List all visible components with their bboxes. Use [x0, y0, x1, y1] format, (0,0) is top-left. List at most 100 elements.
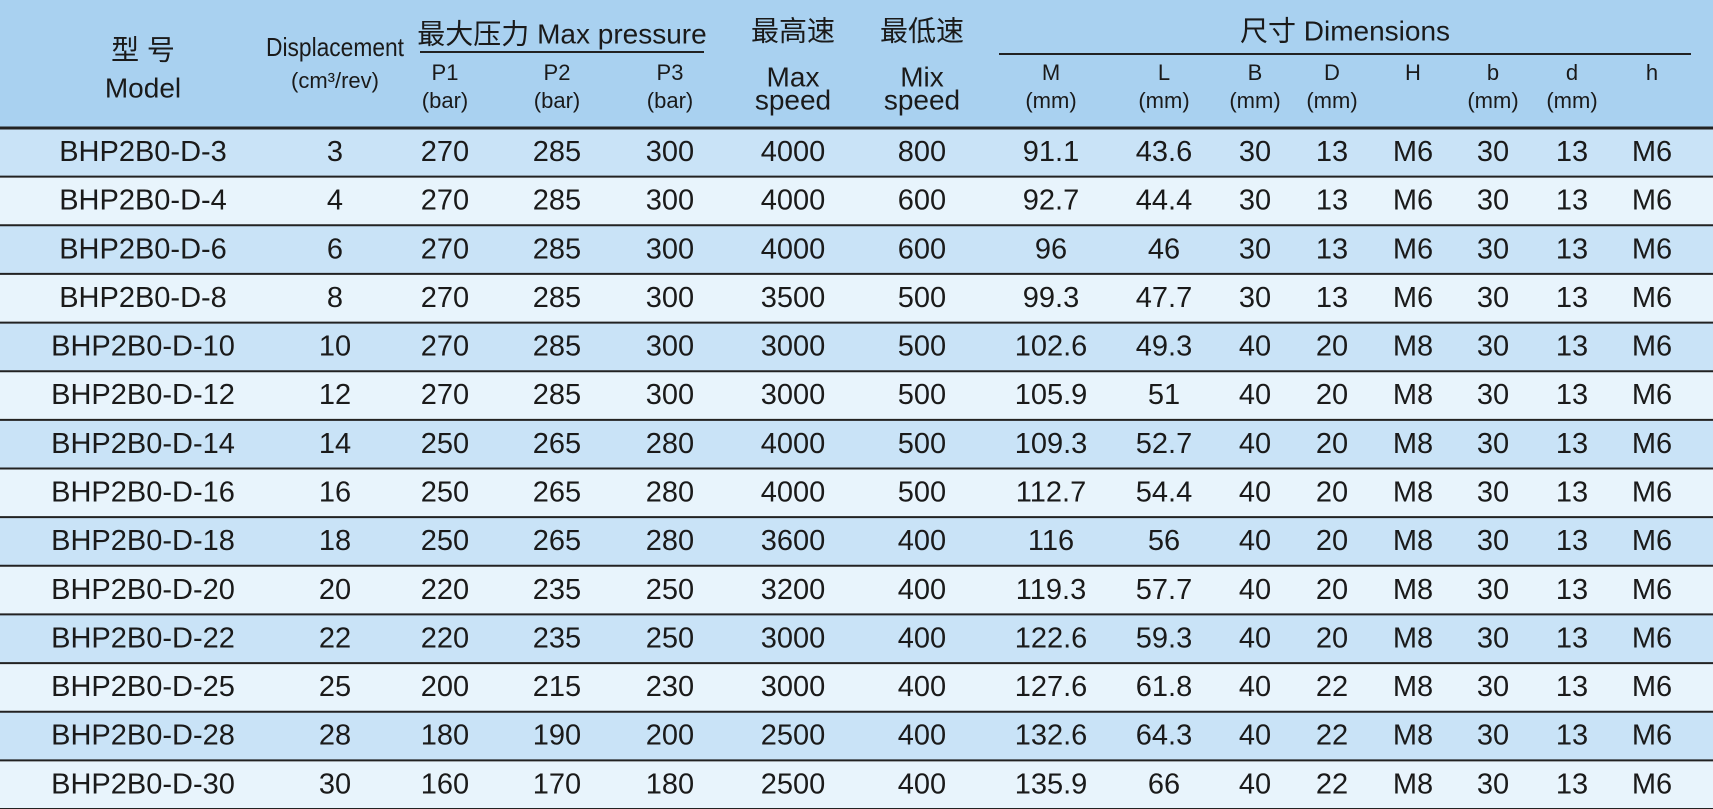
cell: 61.8 [1136, 671, 1192, 703]
cell: BHP2B0-D-12 [51, 379, 235, 411]
cell: 400 [898, 574, 946, 606]
cell: 3200 [761, 574, 826, 606]
cell: 220 [421, 622, 469, 654]
cell: 20 [1316, 574, 1348, 606]
cell: 3000 [761, 622, 826, 654]
cell: 400 [898, 671, 946, 703]
column-name: b [1487, 60, 1499, 85]
column-name: M [1042, 60, 1060, 85]
cell: 250 [421, 525, 469, 557]
row-background [0, 517, 1713, 566]
cell: 270 [421, 282, 469, 314]
cell: 400 [898, 720, 946, 752]
cell: M6 [1393, 233, 1433, 265]
cell: 30 [1477, 379, 1509, 411]
cell: 500 [898, 379, 946, 411]
cell: 54.4 [1136, 476, 1192, 508]
cell: 180 [421, 720, 469, 752]
cell: 40 [1239, 525, 1271, 557]
cell: 8 [327, 282, 343, 314]
cell: 300 [646, 136, 694, 168]
cell: 13 [1556, 525, 1588, 557]
cell: 280 [646, 476, 694, 508]
cell: 20 [1316, 622, 1348, 654]
cell: BHP2B0-D-6 [59, 233, 227, 265]
cell: 127.6 [1015, 671, 1088, 703]
cell: M6 [1393, 185, 1433, 217]
column-name: H [1405, 60, 1421, 85]
cell: 160 [421, 768, 469, 800]
cell: 3 [327, 136, 343, 168]
cell: BHP2B0-D-4 [59, 185, 227, 217]
cell: 13 [1556, 282, 1588, 314]
cell: 30 [1477, 525, 1509, 557]
cell: 40 [1239, 768, 1271, 800]
cell: 270 [421, 233, 469, 265]
cell: BHP2B0-D-20 [51, 574, 235, 606]
cell: 119.3 [1016, 574, 1086, 606]
cell: 13 [1556, 185, 1588, 217]
cell: 300 [646, 331, 694, 363]
cell: 300 [646, 233, 694, 265]
cell: 20 [319, 574, 351, 606]
column-name: B [1248, 60, 1263, 85]
cell: M6 [1632, 768, 1672, 800]
cell: BHP2B0-D-3 [59, 136, 227, 168]
cell: M6 [1632, 525, 1672, 557]
cell: 235 [533, 622, 581, 654]
min-speed-en: Mix [900, 61, 944, 92]
cell: 265 [533, 525, 581, 557]
cell: 30 [1477, 671, 1509, 703]
cell: 270 [421, 136, 469, 168]
cell: M6 [1393, 136, 1433, 168]
row-background [0, 468, 1713, 518]
model-zh: 型 号 [111, 34, 175, 65]
cell: 116 [1028, 525, 1074, 557]
cell: 22 [1316, 671, 1348, 703]
cell: 500 [898, 428, 946, 460]
cell: M8 [1393, 720, 1433, 752]
cell: 285 [533, 379, 581, 411]
cell: 40 [1239, 428, 1271, 460]
cell: M8 [1393, 768, 1433, 800]
cell: 300 [646, 379, 694, 411]
cell: BHP2B0-D-30 [51, 768, 235, 800]
cell: 400 [898, 525, 946, 557]
cell: 20 [1316, 476, 1348, 508]
cell: M8 [1393, 331, 1433, 363]
cell: 40 [1239, 622, 1271, 654]
cell: 285 [533, 233, 581, 265]
cell: 13 [1316, 185, 1348, 217]
cell: M8 [1393, 574, 1433, 606]
cell: 30 [1239, 136, 1271, 168]
cell: 13 [1556, 574, 1588, 606]
cell: 20 [1316, 428, 1348, 460]
cell: 12 [319, 379, 351, 411]
cell: 66 [1148, 768, 1180, 800]
displacement-unit: (cm³/rev) [291, 68, 379, 93]
cell: 250 [421, 476, 469, 508]
cell: 200 [646, 720, 694, 752]
cell: 600 [898, 233, 946, 265]
cell: 250 [421, 428, 469, 460]
cell: 170 [533, 768, 581, 800]
cell: 20 [1316, 525, 1348, 557]
cell: 13 [1556, 136, 1588, 168]
cell: 285 [533, 185, 581, 217]
cell: BHP2B0-D-22 [51, 622, 235, 654]
column-unit: (mm) [1025, 88, 1076, 113]
dimensions-label: 尺寸 Dimensions [1240, 15, 1450, 46]
cell: 270 [421, 185, 469, 217]
cell: 3500 [761, 282, 826, 314]
cell: 22 [1316, 768, 1348, 800]
column-unit: (mm) [1306, 88, 1357, 113]
cell: 13 [1556, 476, 1588, 508]
cell: M8 [1393, 428, 1433, 460]
cell: 30 [1239, 185, 1271, 217]
cell: 92.7 [1023, 185, 1079, 217]
cell: 30 [319, 768, 351, 800]
cell: M8 [1393, 671, 1433, 703]
column-unit: (bar) [647, 88, 693, 113]
cell: 300 [646, 282, 694, 314]
